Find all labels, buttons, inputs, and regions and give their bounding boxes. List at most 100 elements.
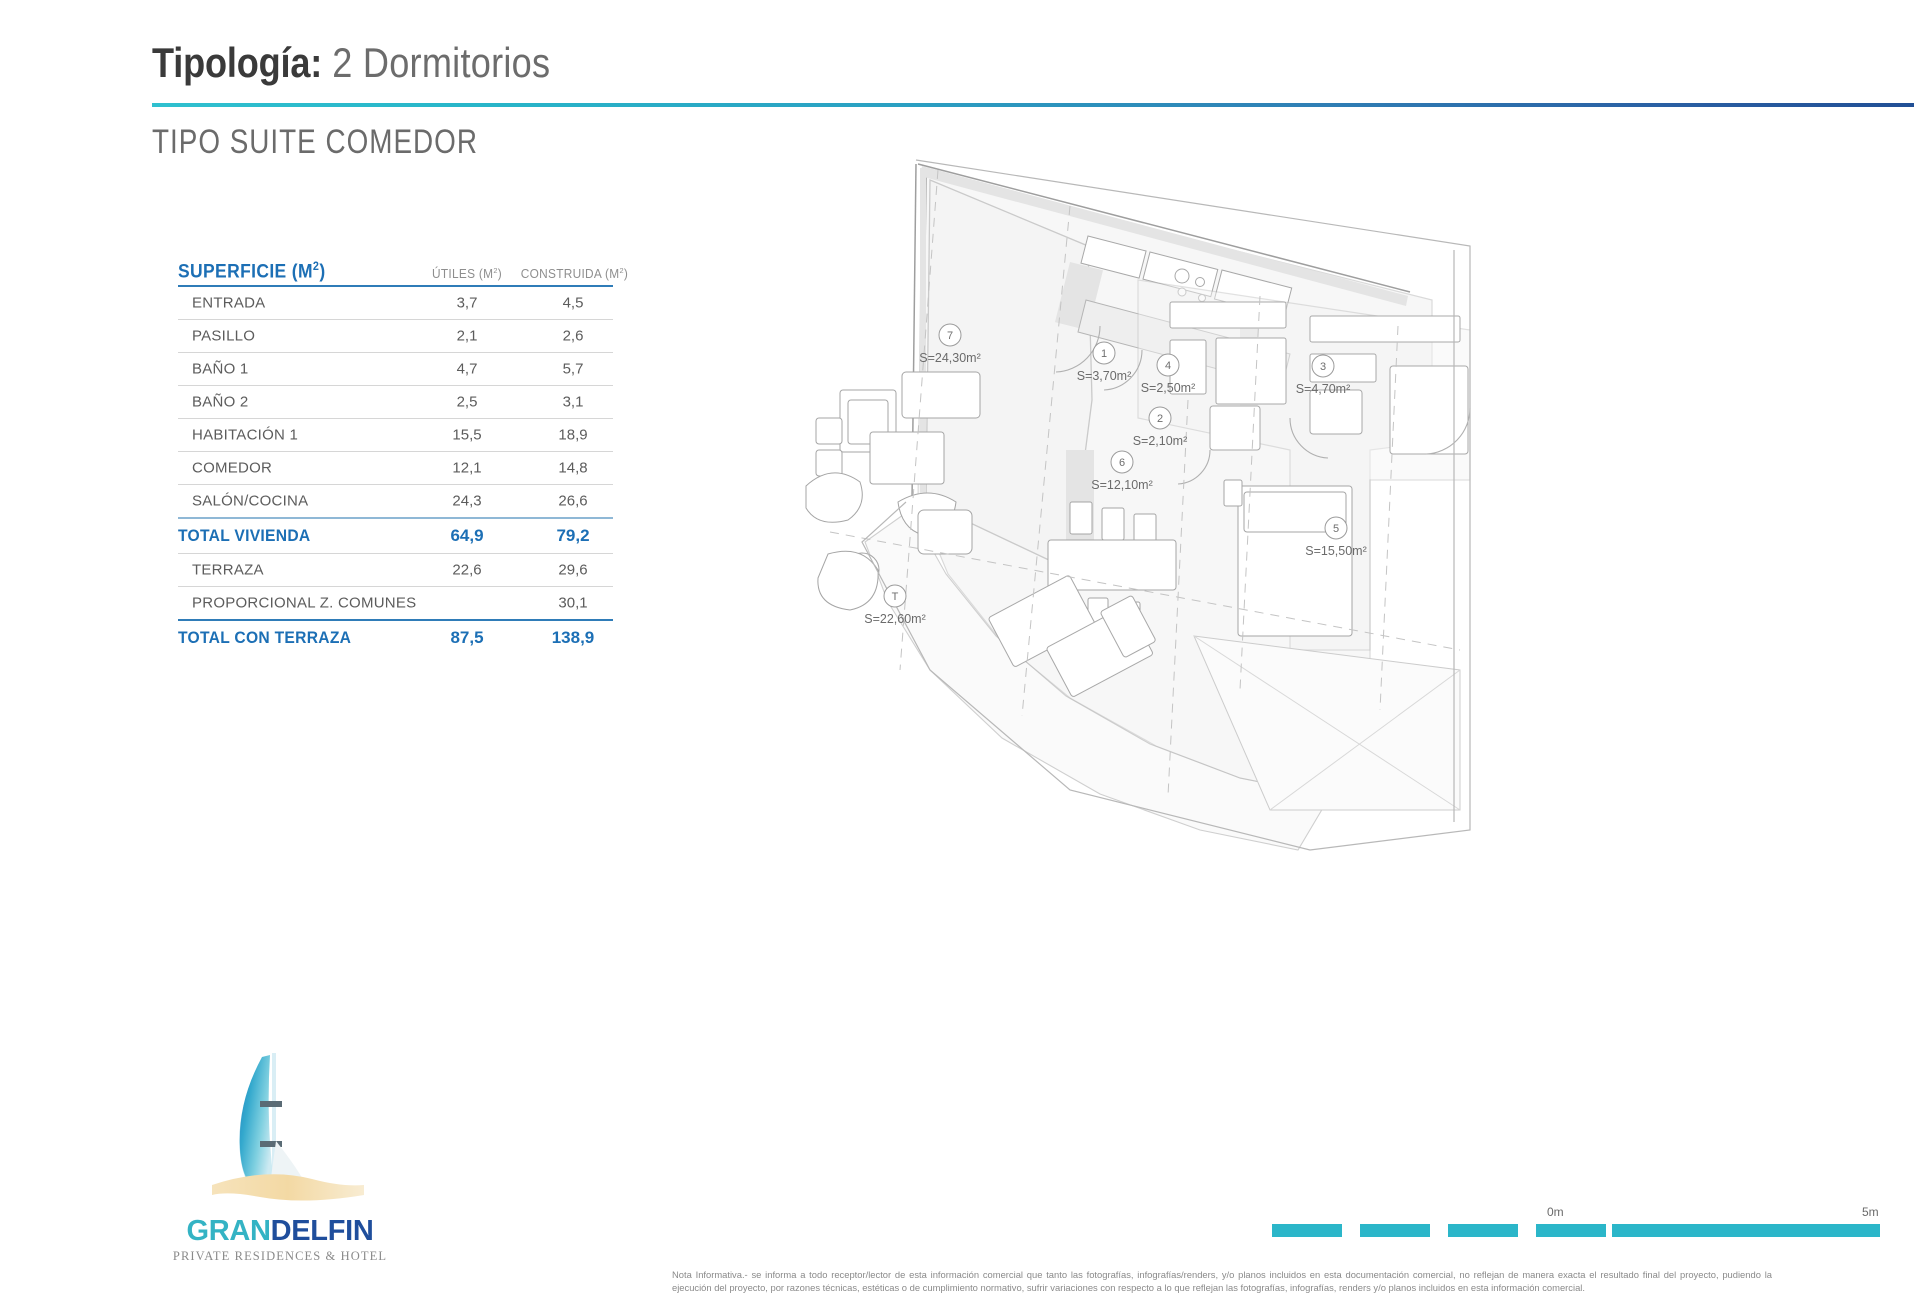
table-row: ENTRADA 3,7 4,5: [178, 285, 613, 319]
row-label: TOTAL VIVIENDA: [178, 526, 311, 545]
room-number: 2: [1157, 413, 1163, 425]
room-number: 1: [1101, 348, 1107, 360]
bedroom-furniture: [1223, 479, 1353, 637]
door-swings: [1055, 325, 1471, 485]
column-header-utiles-text: ÚTILES (M: [432, 267, 494, 281]
logo-tagline: PRIVATE RESIDENCES & HOTEL: [172, 1249, 388, 1263]
row-label: PASILLO: [192, 327, 256, 345]
room-marker-circle: [1156, 353, 1180, 377]
header-divider: [152, 103, 1914, 107]
room-marker-circle: [938, 323, 962, 347]
row-utiles: 87,5: [450, 628, 484, 647]
table-body: ENTRADA 3,7 4,5 PASILLO 2,1 2,6 BAÑO 1 4,7 5,7 BA…: [178, 285, 613, 655]
room-marker-circle: [1311, 354, 1335, 378]
room-area: S=2,50m²: [1141, 381, 1196, 395]
column-header-construida-sup: 2: [619, 265, 624, 275]
room-area: S=2,10m²: [1133, 434, 1188, 448]
row-label: TERRAZA: [192, 561, 264, 579]
room-number: 5: [1333, 523, 1339, 535]
garden-area: [1193, 635, 1461, 811]
room-area: S=3,70m²: [1077, 369, 1132, 383]
table-row: SALÓN/COCINA 24,3 26,6: [178, 484, 613, 517]
row-construida: 2,6: [562, 327, 584, 345]
table-row: TERRAZA 22,6 29,6: [178, 553, 613, 586]
kitchen-fixtures: [1080, 235, 1293, 318]
table-row: BAÑO 2 2,5 3,1: [178, 385, 613, 418]
row-construida: 29,6: [558, 561, 588, 579]
room-number: 7: [947, 330, 953, 342]
floor-plan-drawing: 7 S=24,30m² 1 S=3,70m² 4 S=2,50m² 3 S=4,70m² 2 S=…: [805, 159, 1471, 851]
plan-outline: [861, 159, 1471, 851]
room-marker-circle: [1324, 516, 1348, 540]
row-construida: 138,9: [551, 628, 595, 647]
row-label: SALÓN/COCINA: [192, 492, 309, 510]
room-marker-circle: [1110, 450, 1134, 474]
row-label: BAÑO 2: [192, 393, 249, 411]
room-number: 4: [1165, 360, 1171, 372]
room-marker-circle: [1092, 341, 1116, 365]
page-subtitle: TIPO SUITE COMEDOR: [152, 123, 478, 161]
table-title-text: SUPERFICIE (M: [178, 261, 313, 282]
row-label: ENTRADA: [192, 294, 266, 312]
scale-label-end: 5m: [1862, 1205, 1879, 1219]
living-room-furniture: [805, 371, 981, 611]
axis-dashed-lines: [829, 169, 1461, 797]
row-utiles: 15,5: [452, 426, 482, 444]
room-labels: 7 S=24,30m² 1 S=3,70m² 4 S=2,50m² 3 S=4,70m² 2 S=…: [864, 323, 1367, 626]
row-utiles: 2,5: [456, 393, 478, 411]
table-row: COMEDOR 12,1 14,8: [178, 451, 613, 484]
floor-plan: 7 S=24,30m² 1 S=3,70m² 4 S=2,50m² 3 S=4,70m² 2 S=…: [770, 150, 1900, 890]
row-utiles: 64,9: [450, 526, 484, 545]
row-construida: 18,9: [558, 426, 588, 444]
room-marker-circle: [883, 584, 907, 608]
table-title-sup: 2: [312, 259, 320, 273]
bathroom-fixtures: [1169, 301, 1469, 455]
table-row: TOTAL CON TERRAZA 87,5 138,9: [178, 619, 613, 655]
row-construida: 3,1: [562, 393, 584, 411]
room-number: T: [892, 591, 899, 603]
brand-logo: GRANDELFIN PRIVATE RESIDENCES & HOTEL: [150, 1045, 410, 1265]
table-title: SUPERFICIE (M2): [178, 260, 326, 283]
row-utiles: 3,7: [456, 294, 478, 312]
row-construida: 30,1: [558, 594, 588, 612]
row-utiles: 24,3: [452, 492, 482, 510]
page-title-type: 2 Dormitorios: [332, 39, 551, 86]
column-header-construida: CONSTRUIDA (M2): [520, 265, 628, 281]
row-utiles: 22,6: [452, 561, 482, 579]
row-construida: 14,8: [558, 459, 588, 477]
scale-label-start: 0m: [1547, 1205, 1564, 1219]
room-area: S=15,50m²: [1305, 544, 1367, 558]
row-label: BAÑO 1: [192, 360, 249, 378]
logo-sail-icon: [212, 1053, 364, 1201]
row-label: HABITACIÓN 1: [192, 426, 299, 444]
table-row: PASILLO 2,1 2,6: [178, 319, 613, 352]
logo-word-gran: GRAN: [186, 1215, 271, 1247]
room-number: 3: [1320, 361, 1326, 373]
room-area: S=24,30m²: [919, 351, 981, 365]
table-row: HABITACIÓN 1 15,5 18,9: [178, 418, 613, 451]
row-construida: 4,5: [562, 294, 584, 312]
room-area: S=12,10m²: [1091, 478, 1153, 492]
row-utiles: 2,1: [456, 327, 478, 345]
row-label: PROPORCIONAL Z. COMUNES: [192, 594, 417, 612]
row-label: COMEDOR: [192, 459, 273, 477]
page-title: Tipología: 2 Dormitorios: [152, 38, 550, 88]
column-header-utiles-sup: 2: [493, 265, 498, 275]
column-header-utiles: ÚTILES (M2): [420, 266, 513, 281]
logo-word-delfin: DELFIN: [270, 1215, 374, 1247]
scale-bar: 0m 5m: [1272, 1205, 1882, 1245]
table-header-row: SUPERFICIE (M2) ÚTILES (M2) CONSTRUIDA (…: [178, 255, 628, 285]
room-marker-circle: [1148, 406, 1172, 430]
room-number: 6: [1119, 457, 1125, 469]
surface-area-table: SUPERFICIE (M2) ÚTILES (M2) CONSTRUIDA (…: [178, 255, 628, 655]
row-construida: 79,2: [556, 526, 590, 545]
room-area: S=4,70m²: [1296, 382, 1351, 396]
row-utiles: 12,1: [452, 459, 482, 477]
scale-segments: [1272, 1224, 1882, 1237]
logo-wordmark: GRANDELFIN: [150, 1215, 410, 1248]
room-area: S=22,60m²: [864, 612, 926, 626]
table-row: TOTAL VIVIENDA 64,9 79,2: [178, 517, 613, 553]
column-header-construida-text: CONSTRUIDA (M: [520, 267, 620, 281]
table-row: PROPORCIONAL Z. COMUNES 30,1: [178, 586, 613, 619]
row-construida: 5,7: [562, 360, 584, 378]
